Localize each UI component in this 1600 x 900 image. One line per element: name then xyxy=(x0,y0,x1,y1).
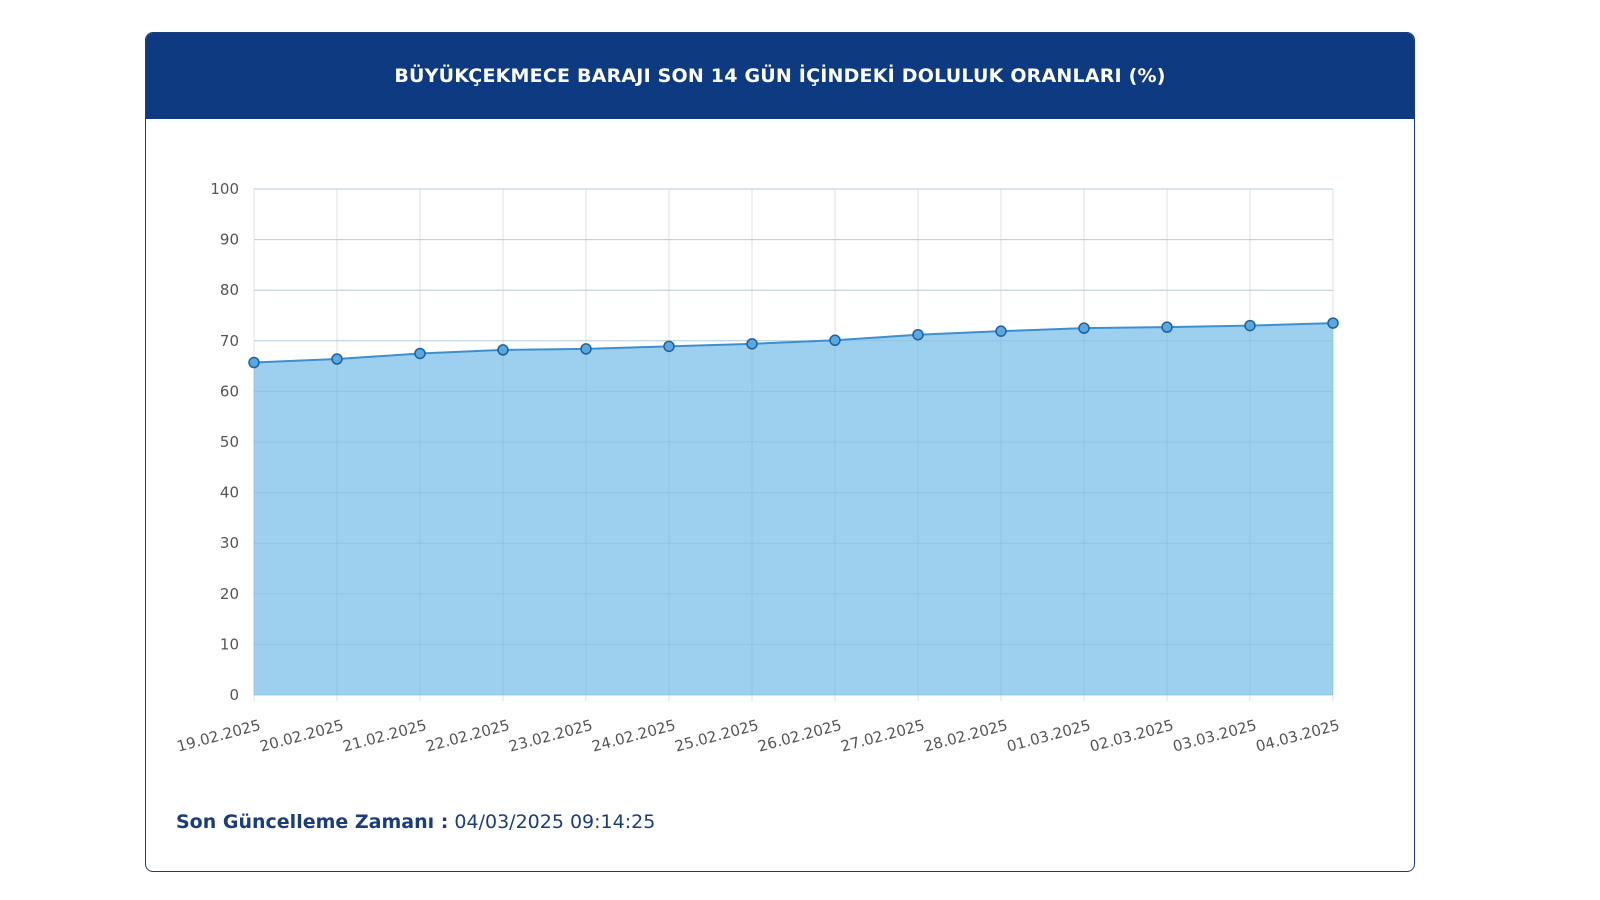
data-point xyxy=(829,334,841,347)
y-tick-label: 80 xyxy=(220,281,239,299)
last-update: Son Güncelleme Zamanı : 04/03/2025 09:14… xyxy=(176,811,655,833)
x-tick-label: 21.02.2025 xyxy=(341,716,429,756)
last-update-value: 04/03/2025 09:14:25 xyxy=(454,811,656,833)
y-tick-label: 90 xyxy=(220,231,239,249)
series-line xyxy=(253,322,1334,364)
y-tick-label: 40 xyxy=(220,484,239,502)
x-tick-label: 25.02.2025 xyxy=(673,716,761,756)
data-point xyxy=(1327,317,1339,329)
data-point xyxy=(1161,321,1173,333)
chart-area: 0 10 20 30 40 50 60 70 80 90 100 19.02.2025 20.02.20… xyxy=(146,119,1414,799)
data-point xyxy=(497,344,509,356)
y-tick-label: 70 xyxy=(220,332,239,350)
x-tick-label: 24.02.2025 xyxy=(590,716,678,756)
x-tick-label: 04.03.2025 xyxy=(1254,716,1342,756)
y-tick-label: 0 xyxy=(229,686,239,704)
data-point xyxy=(331,353,343,365)
data-point xyxy=(995,325,1007,337)
y-tick-label: 10 xyxy=(220,635,239,653)
x-tick-label: 02.03.2025 xyxy=(1088,716,1176,756)
last-update-label: Son Güncelleme Zamanı : xyxy=(176,811,449,833)
area-chart: 0 10 20 30 40 50 60 70 80 90 100 19.02.202520.02.20… xyxy=(175,180,1342,756)
x-tick-label: 27.02.2025 xyxy=(839,716,927,756)
y-tick-label: 50 xyxy=(220,433,239,451)
data-point xyxy=(663,340,675,353)
data-point xyxy=(1244,319,1256,332)
y-tick-label: 30 xyxy=(220,534,239,552)
x-tick-label: 28.02.2025 xyxy=(922,716,1010,756)
x-tick-label: 26.02.2025 xyxy=(756,716,844,756)
y-tick-label: 60 xyxy=(220,382,239,400)
x-tick-label: 19.02.2025 xyxy=(175,716,263,756)
data-point xyxy=(414,347,426,360)
x-tick-label: 22.02.2025 xyxy=(424,716,512,756)
chart-title: BÜYÜKÇEKMECE BARAJI SON 14 GÜN İÇİNDEKİ … xyxy=(146,33,1414,119)
data-point xyxy=(1078,322,1090,334)
x-tick-label: 23.02.2025 xyxy=(507,716,595,756)
x-tick-label: 01.03.2025 xyxy=(1005,716,1093,756)
data-point xyxy=(912,328,924,341)
chart-card: BÜYÜKÇEKMECE BARAJI SON 14 GÜN İÇİNDEKİ … xyxy=(145,32,1415,872)
x-tick-label: 03.03.2025 xyxy=(1171,716,1259,756)
area-fill xyxy=(254,323,1333,695)
y-tick-label: 20 xyxy=(220,585,239,603)
data-point xyxy=(580,343,592,355)
x-tick-label: 20.02.2025 xyxy=(258,716,346,756)
y-tick-label: 100 xyxy=(210,180,239,198)
data-point xyxy=(248,356,260,369)
data-point xyxy=(746,338,758,350)
